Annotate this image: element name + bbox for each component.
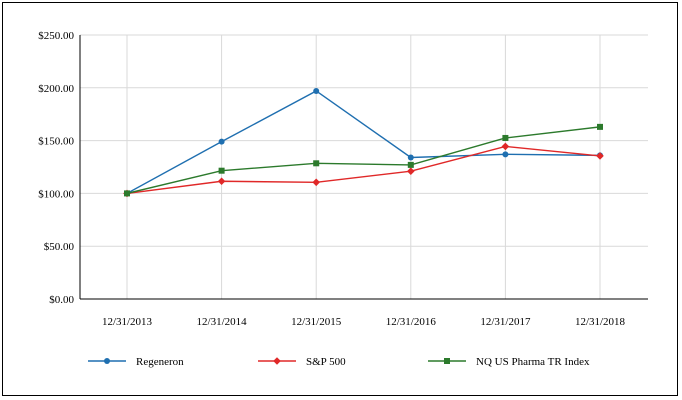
y-tick-label: $50.00 [44, 241, 75, 253]
grid [80, 34, 648, 299]
x-tick-label: 12/31/2015 [291, 316, 342, 328]
data-point-regeneron [407, 154, 414, 161]
x-tick-label: 12/31/2013 [102, 316, 153, 328]
legend-label-regeneron: Regeneron [136, 356, 184, 368]
legend-label-s-p-500: S&P 500 [306, 356, 346, 368]
series-line-s-p-500 [126, 145, 601, 195]
x-tick-label: 12/31/2017 [480, 316, 531, 328]
data-point-regeneron [218, 138, 225, 145]
series-line-nq-us-pharma-tr-index [126, 126, 601, 195]
axes [79, 35, 648, 300]
chart-frame [2, 2, 678, 396]
legend-marker-regeneron [104, 358, 110, 364]
y-tick-label: $100.00 [38, 188, 74, 200]
y-axis-ticks: $0.00 $50.00 $100.00 $150.00 $200.00 $250.00 [38, 30, 74, 306]
data-point-regeneron [313, 87, 320, 94]
data-point-nq-us-pharma-tr-index [597, 123, 603, 130]
series-lines [123, 87, 604, 198]
legend: Regeneron S&P 500 NQ US Pharma TR Index [88, 356, 590, 368]
data-point-regeneron [502, 151, 509, 158]
data-point-nq-us-pharma-tr-index [218, 167, 225, 174]
x-axis-ticks: 12/31/2013 12/31/2014 12/31/2015 12/31/2016… [102, 316, 626, 328]
series-line-regeneron [126, 90, 601, 195]
y-tick-label: $150.00 [38, 136, 74, 148]
legend-marker-nq-us-pharma-tr-index [444, 358, 450, 364]
data-point-s-p-500 [312, 178, 320, 187]
data-point-nq-us-pharma-tr-index [124, 190, 130, 197]
data-point-nq-us-pharma-tr-index [313, 160, 320, 167]
data-point-s-p-500 [217, 177, 226, 186]
x-tick-label: 12/31/2018 [575, 316, 626, 328]
legend-label-nq-us-pharma-tr-index: NQ US Pharma TR Index [476, 356, 590, 368]
data-point-s-p-500 [407, 167, 415, 176]
data-point-s-p-500 [596, 152, 604, 160]
data-point-s-p-500 [501, 142, 510, 151]
data-point-nq-us-pharma-tr-index [502, 134, 509, 141]
legend-marker-s-p-500 [273, 357, 281, 365]
y-tick-label: $0.00 [49, 294, 74, 306]
x-tick-label: 12/31/2014 [197, 316, 248, 328]
y-tick-label: $250.00 [38, 30, 74, 42]
data-point-nq-us-pharma-tr-index [407, 161, 414, 168]
y-tick-label: $200.00 [38, 83, 74, 95]
x-tick-label: 12/31/2016 [386, 316, 437, 328]
